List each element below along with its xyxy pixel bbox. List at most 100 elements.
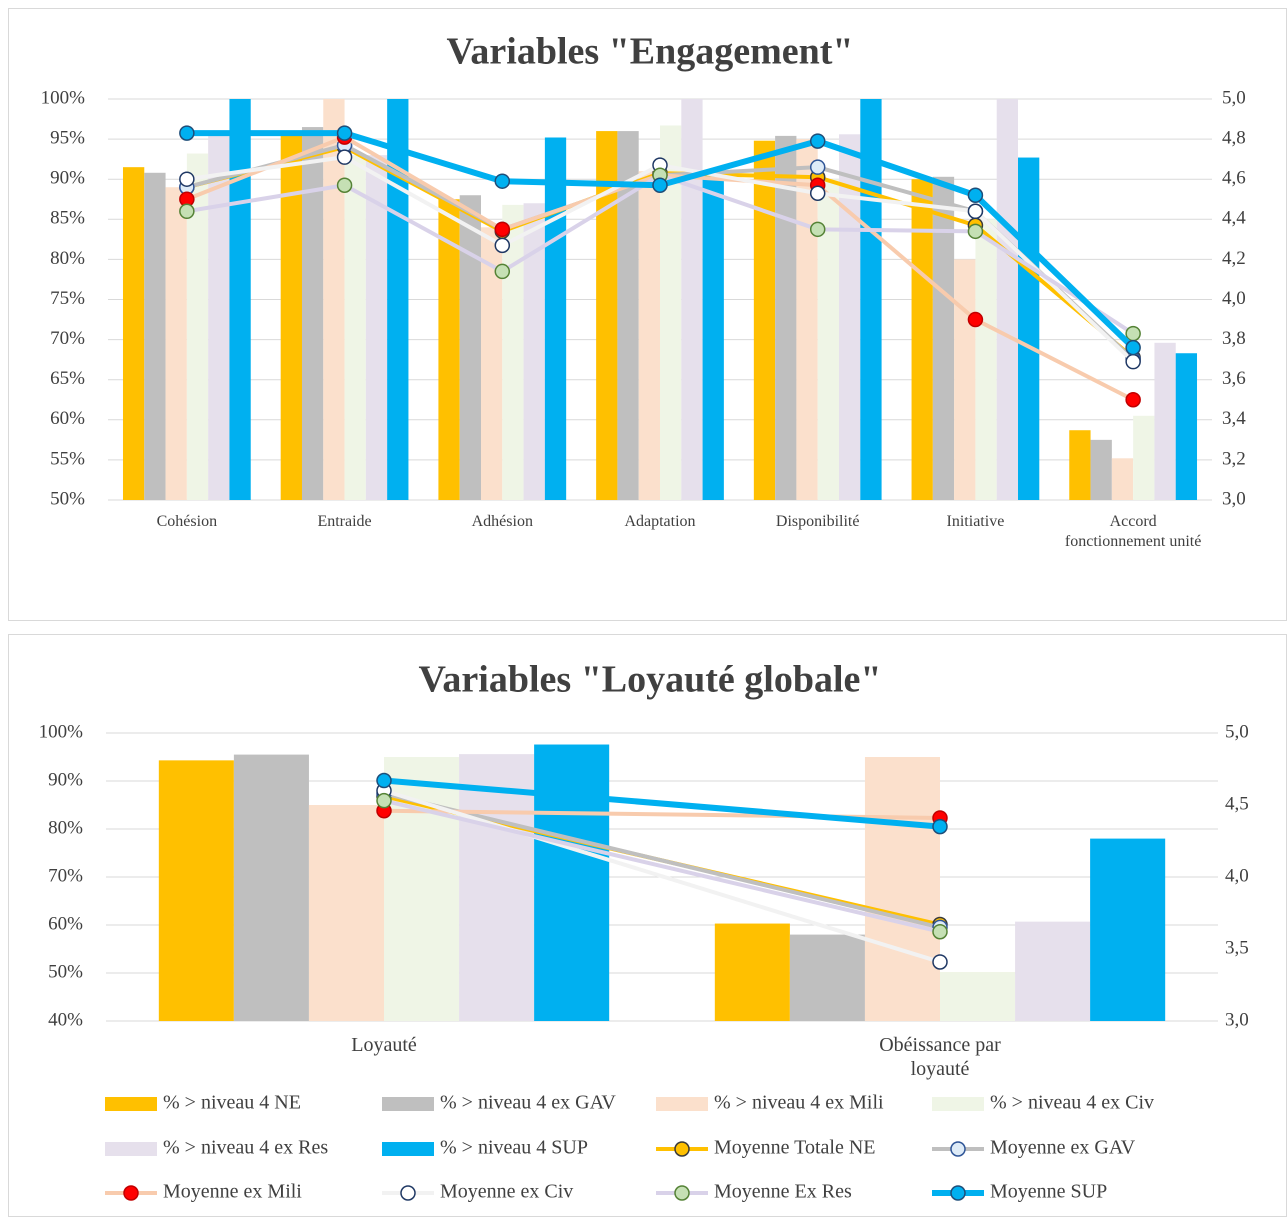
legend-swatch (382, 1097, 434, 1111)
chart-title: Variables "Loyauté globale" (418, 659, 881, 701)
legend-marker (400, 1185, 416, 1201)
legend-marker (674, 1141, 690, 1157)
x-tick-label: Initiative (946, 513, 1005, 530)
legend-marker (950, 1185, 966, 1201)
legend-item: Moyenne ex Mili (105, 1181, 302, 1203)
legend-label: Moyenne ex GAV (990, 1137, 1136, 1159)
y2-tick-label: 3,6 (1222, 368, 1246, 389)
legend-label: Moyenne SUP (990, 1181, 1107, 1203)
bar (932, 176, 955, 500)
legend-label: % > niveau 4 ex Res (163, 1137, 328, 1159)
x-tick-label: Accord fonctionnement unité (1064, 513, 1202, 550)
chart: Variables "Engagement" 50% 55% 60% 65% 70% 75%… (8, 8, 1287, 621)
y2-tick-label: 4,0 (1222, 288, 1246, 309)
bar (1175, 353, 1198, 500)
line-marker (336, 125, 353, 141)
line-marker (967, 203, 984, 220)
bar (502, 204, 524, 500)
bar (617, 131, 639, 500)
line-marker (494, 173, 511, 189)
bar (308, 805, 384, 1021)
bar (660, 125, 682, 500)
bar (714, 923, 790, 1021)
bar (789, 934, 865, 1021)
bar (229, 99, 251, 500)
y2-tick-label: 3,8 (1222, 328, 1246, 349)
y2-tick-label: 3,5 (1225, 937, 1249, 958)
y-tick-label: 75% (50, 288, 85, 309)
bar (165, 187, 187, 500)
y-tick-label: 70% (48, 865, 83, 886)
bar (753, 140, 776, 501)
legend-label: Moyenne ex Mili (163, 1181, 302, 1203)
y2-tick-label: 4,2 (1222, 248, 1246, 269)
line-marker (336, 149, 353, 165)
legend-marker (674, 1185, 690, 1201)
legend-item: Moyenne Ex Res (656, 1181, 852, 1203)
legend-item: Moyenne SUP (932, 1181, 1107, 1203)
y-tick-label: 80% (50, 248, 85, 269)
line-marker (809, 185, 826, 201)
bar (459, 195, 481, 501)
legend-label: % > niveau 4 SUP (440, 1137, 588, 1159)
y-tick-label: 55% (50, 448, 85, 469)
y2-tick-label: 3,2 (1222, 448, 1246, 469)
legend-swatch (656, 1097, 708, 1111)
line-marker (1125, 353, 1141, 370)
bar (681, 99, 703, 500)
line-marker (494, 237, 511, 254)
y-tick-label: 70% (50, 328, 85, 349)
line-marker (652, 177, 668, 193)
legend-item: Moyenne ex Civ (382, 1181, 573, 1203)
y2-tick-label: 3,4 (1222, 408, 1246, 429)
y2-tick-label: 3,0 (1222, 488, 1246, 509)
line-marker (494, 263, 511, 280)
y2-tick-label: 4,6 (1222, 168, 1246, 189)
legend-item: % > niveau 4 ex Res (105, 1137, 328, 1159)
y-tick-label: 65% (50, 368, 85, 389)
line-marker (809, 133, 826, 149)
y2-tick-label: 4,0 (1225, 865, 1249, 886)
y-tick-label: 90% (48, 769, 83, 790)
bar (1018, 157, 1040, 500)
bar (459, 754, 535, 1021)
y-tick-label: 100% (39, 721, 84, 742)
legend-label: Moyenne Ex Res (714, 1181, 852, 1203)
bar (1069, 430, 1091, 500)
bar (596, 131, 618, 500)
legend-item: % > niveau 4 SUP (382, 1137, 588, 1159)
line-marker (967, 223, 984, 240)
line-marker (932, 954, 948, 970)
legend-swatch (932, 1097, 984, 1111)
line-marker (809, 159, 826, 175)
y-tick-label: 50% (50, 488, 85, 509)
bar (208, 131, 230, 500)
legend-item: Moyenne ex GAV (932, 1137, 1136, 1159)
chart-panel: Variables "Loyauté globale" 40% 50% 60% 70% 8… (0, 626, 1288, 1218)
line-marker (932, 818, 948, 835)
legend-item: % > niveau 4 ex GAV (382, 1092, 616, 1114)
line-marker (1125, 325, 1141, 342)
chart-title: Variables "Engagement" (446, 31, 853, 73)
bar (1090, 439, 1112, 500)
bar (387, 99, 409, 500)
line-marker (809, 221, 826, 238)
y-tick-label: 85% (50, 208, 85, 229)
bar (158, 760, 234, 1021)
y-tick-label: 90% (50, 168, 85, 189)
legend-marker (123, 1185, 139, 1201)
y2-tick-label: 3,0 (1225, 1009, 1249, 1030)
bar (323, 99, 345, 500)
bar (344, 155, 366, 500)
legend-item: Moyenne Totale NE (656, 1137, 876, 1159)
bar (954, 259, 976, 500)
bar (911, 179, 933, 500)
x-tick-label: Cohésion (156, 513, 218, 530)
legend-item: % > niveau 4 ex Mili (656, 1092, 884, 1114)
legend-item: % > niveau 4 ex Civ (932, 1092, 1154, 1114)
bar (638, 171, 660, 500)
y2-tick-label: 4,8 (1222, 127, 1246, 148)
y-tick-label: 50% (48, 961, 83, 982)
line-marker (376, 792, 392, 809)
